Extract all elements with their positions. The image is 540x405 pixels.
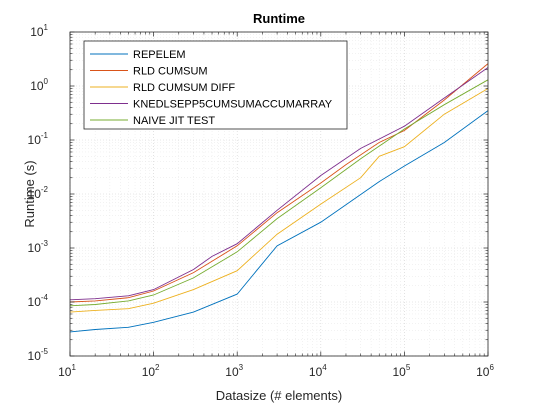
y-tick-base: 10 [28,187,42,201]
x-tick-exponent: 2 [155,363,160,372]
x-tick-label: 105 [392,363,410,379]
x-tick-base: 10 [142,365,156,379]
y-tick-label: 10-3 [28,239,49,255]
series-line-rld-cumsum [69,63,489,303]
series-layer [69,63,489,333]
y-tick-base: 10 [28,349,42,363]
y-tick-label: 100 [30,77,48,93]
legend-label-knedlsepp5cumsumaccumarray: KNEDLSEPP5CUMSUMACCUMARRAY [133,99,333,111]
legend-label-repelem: REPELEM [133,49,186,61]
y-tick-base: 10 [28,133,42,147]
x-tick-label: 106 [476,363,494,379]
x-tick-label: 103 [225,363,243,379]
y-tick-label: 10-5 [28,347,49,363]
x-tick-base: 10 [225,365,239,379]
y-axis-label: Runtime (s) [22,160,37,227]
legend: REPELEM RLD CUMSUM RLD CUMSUM DIFF KNEDLSEP… [83,40,348,130]
x-tick-label: 104 [309,363,327,379]
series-line-rld-cumsum-diff [69,88,489,313]
y-tick-exponent: -4 [41,293,49,302]
legend-items: REPELEM RLD CUMSUM RLD CUMSUM DIFF KNEDLSEP… [90,49,333,127]
series-line-knedlsepp5cumsumaccumarray [69,67,489,301]
legend-box [83,40,348,130]
x-tick-exponent: 3 [239,363,244,372]
chart-title: Runtime [253,11,305,26]
x-tick-base: 10 [392,365,406,379]
y-tick-exponent: -3 [41,239,49,248]
legend-label-rld-cumsum: RLD CUMSUM [133,66,208,78]
y-tick-exponent: -2 [41,185,49,194]
y-tick-base: 10 [30,79,44,93]
y-tick-exponent: 1 [44,23,49,32]
x-axis-label: Datasize (# elements) [216,388,342,403]
y-tick-base: 10 [28,295,42,309]
x-tick-base: 10 [476,365,490,379]
y-tick-exponent: 0 [44,77,49,86]
legend-label-rld-cumsum-diff: RLD CUMSUM DIFF [133,82,235,94]
y-tick-base: 10 [28,241,42,255]
series-line-repelem [69,110,489,333]
x-tick-exponent: 1 [71,363,76,372]
x-tick-exponent: 6 [489,363,494,372]
x-tick-label: 101 [58,363,76,379]
y-tick-label: 10-1 [28,131,49,147]
x-tick-exponent: 5 [406,363,411,372]
y-tick-exponent: -1 [41,131,49,140]
y-tick-base: 10 [30,25,44,39]
series-line-naive-jit-test [69,79,489,307]
axis-ticks [69,31,489,357]
x-tick-exponent: 4 [322,363,327,372]
x-tick-base: 10 [309,365,323,379]
y-tick-label: 10-4 [28,293,49,309]
y-tick-exponent: -5 [41,347,49,356]
x-tick-labels: 101 102 103 104 105 106 [58,363,494,379]
x-tick-base: 10 [58,365,72,379]
y-tick-label: 10-2 [28,185,49,201]
x-tick-label: 102 [142,363,160,379]
legend-label-naive-jit-test: NAIVE JIT TEST [133,115,215,127]
y-tick-label: 101 [30,23,48,39]
